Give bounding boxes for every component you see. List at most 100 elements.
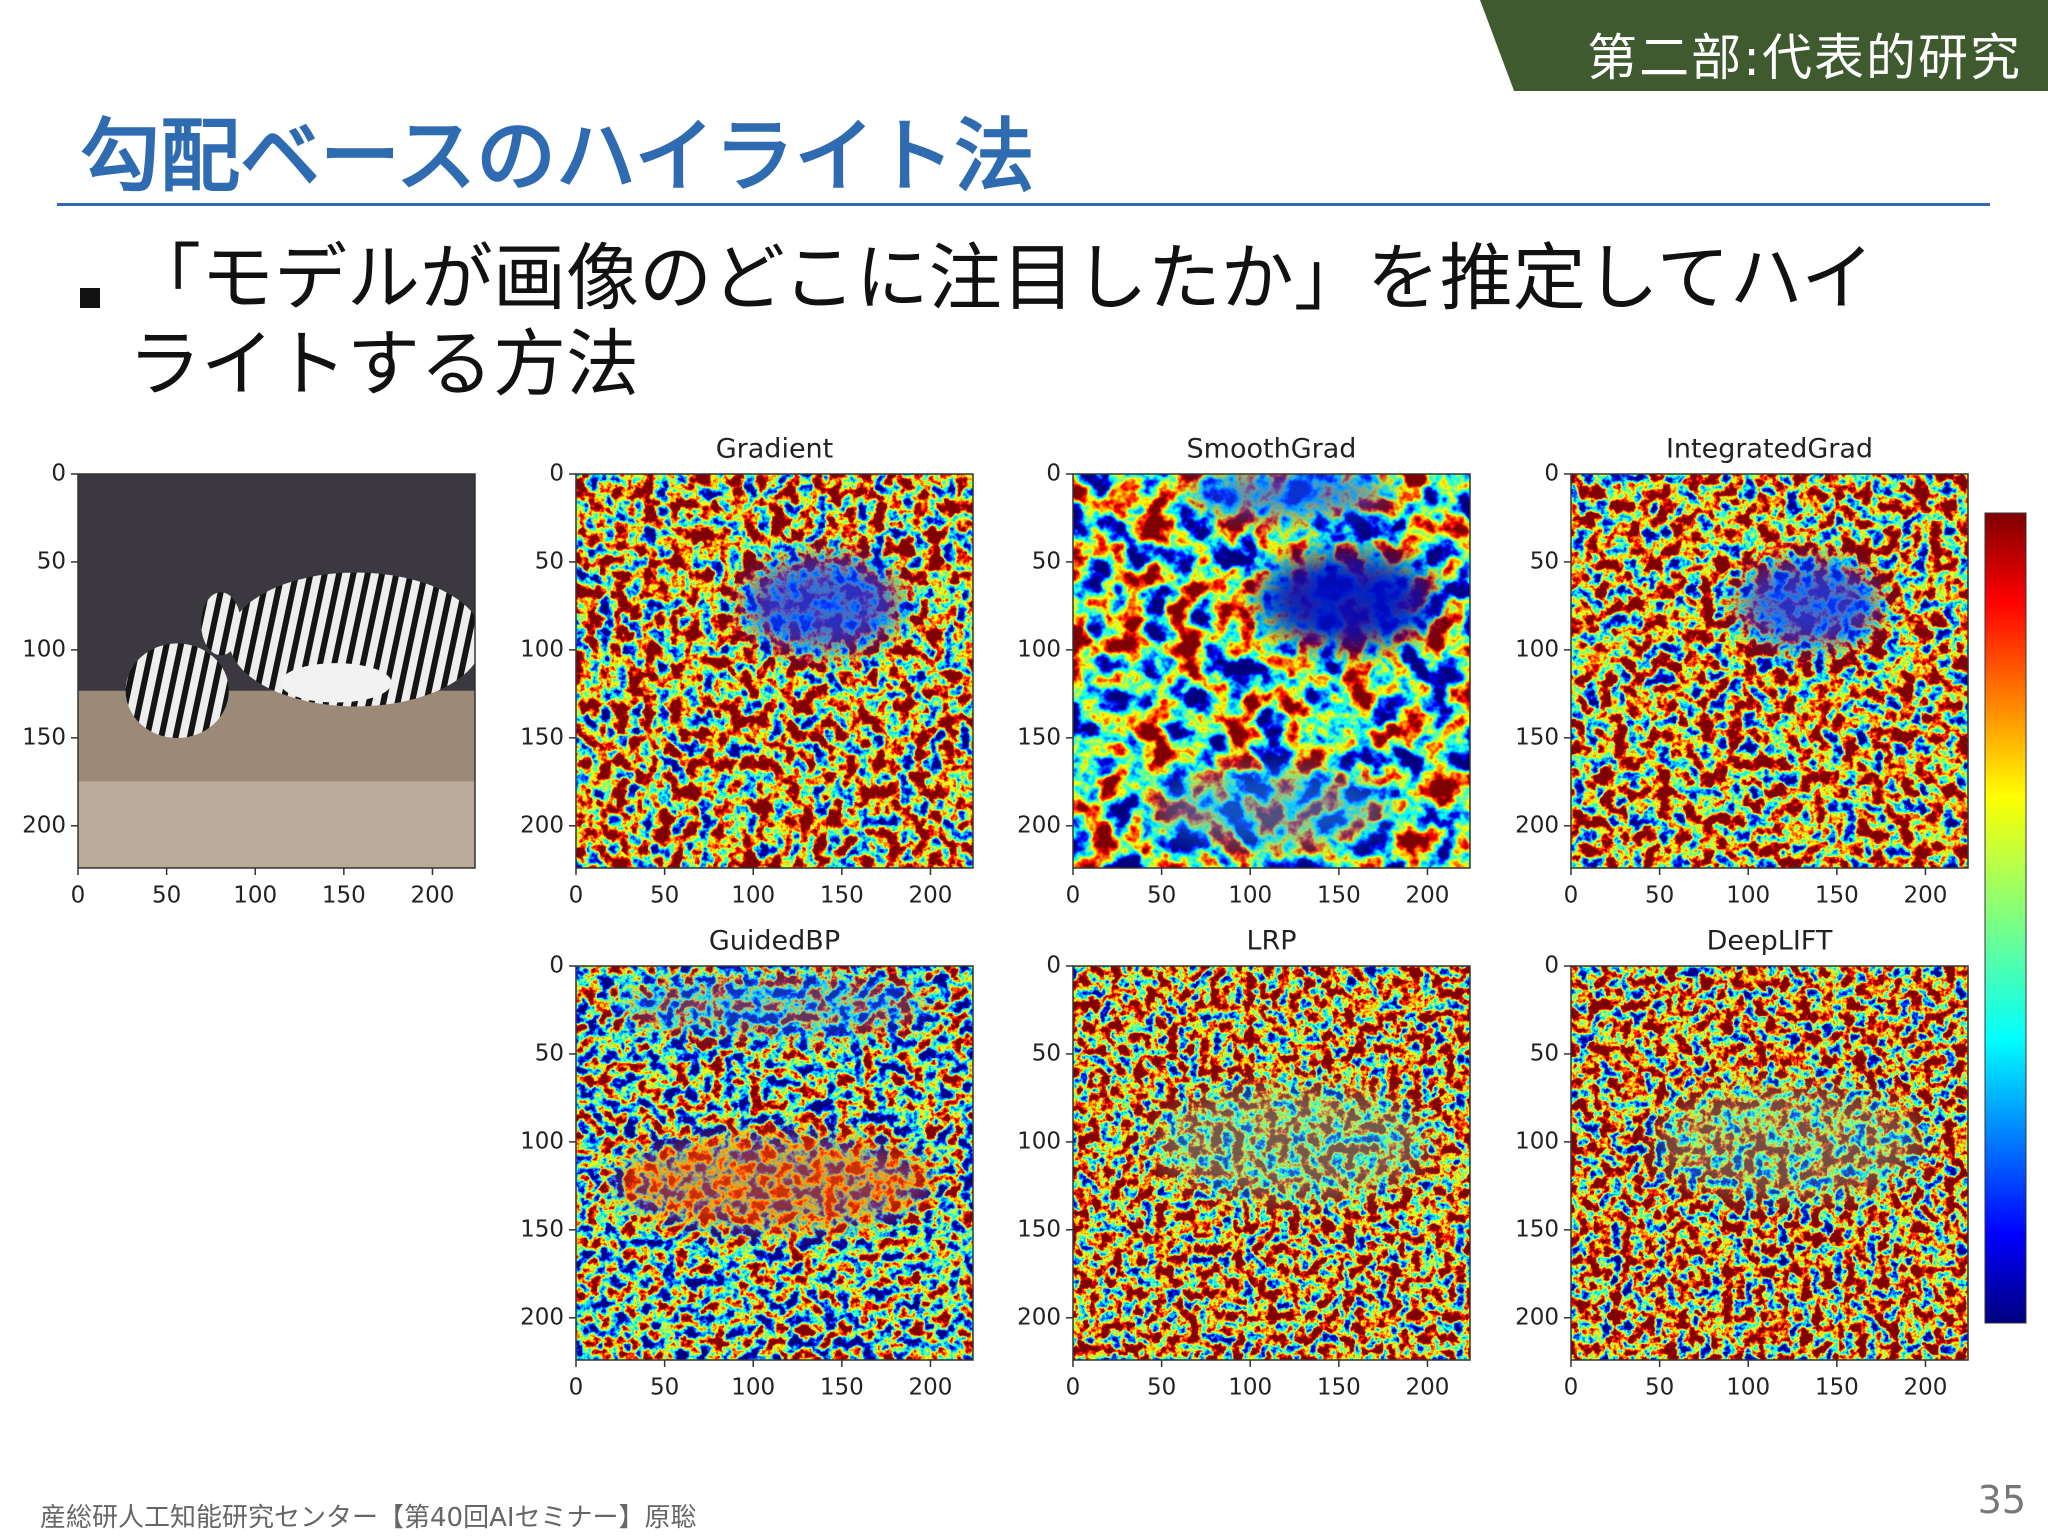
heatmap-region	[615, 1135, 934, 1230]
y-tick-label: 0	[549, 953, 564, 979]
x-tick-label: 50	[650, 1375, 679, 1401]
x-tick-label: 200	[1406, 1375, 1450, 1401]
foal	[125, 643, 229, 738]
heatmap	[576, 474, 973, 868]
y-tick-label: 150	[1515, 724, 1559, 750]
y-tick-label: 200	[520, 812, 564, 838]
heatmap-region	[1192, 474, 1391, 518]
title-rule	[57, 203, 1990, 206]
y-tick-label: 200	[1017, 1304, 1061, 1330]
x-tick-label: 0	[71, 883, 86, 909]
axes-frame	[1570, 473, 1969, 869]
y-tick-label: 200	[22, 812, 66, 838]
y-tick-label: 100	[1515, 636, 1559, 662]
y-tick-label: 200	[520, 1304, 564, 1330]
x-tick-label: 200	[411, 883, 455, 909]
x-tick-label: 150	[820, 1375, 864, 1401]
section-label: 第二部:代表的研究	[1587, 29, 2022, 87]
x-tick-label: 50	[1645, 1375, 1674, 1401]
y-tick-label: 150	[1017, 1216, 1061, 1242]
panel-title: IntegratedGrad	[1666, 434, 1873, 465]
grass-light	[78, 781, 475, 868]
y-tick-label: 0	[549, 461, 564, 487]
y-tick-label: 50	[1032, 548, 1061, 574]
x-tick-label: 200	[1904, 1375, 1948, 1401]
heatmap-region	[1152, 769, 1391, 849]
image-panel	[78, 474, 475, 868]
image-panel	[1073, 966, 1470, 1360]
heatmap-region	[1737, 560, 1881, 648]
x-tick-label: 100	[1228, 883, 1272, 909]
x-tick-label: 100	[1726, 883, 1770, 909]
x-tick-label: 0	[569, 883, 584, 909]
x-tick-label: 0	[569, 1375, 584, 1401]
y-tick-label: 50	[1032, 1040, 1061, 1066]
x-tick-label: 200	[909, 883, 953, 909]
heatmap-region	[1259, 552, 1435, 648]
y-tick-label: 200	[1017, 812, 1061, 838]
x-tick-label: 0	[1066, 883, 1081, 909]
image-panel	[1571, 474, 1968, 868]
colorbar	[1984, 512, 2027, 1324]
x-tick-label: 100	[731, 1375, 775, 1401]
y-tick-label: 150	[520, 724, 564, 750]
y-tick-label: 100	[1017, 1128, 1061, 1154]
x-tick-label: 50	[1147, 1375, 1176, 1401]
image-panel	[576, 474, 973, 868]
image-panel	[1073, 474, 1470, 868]
zebra-belly	[280, 663, 392, 703]
y-tick-label: 50	[1530, 548, 1559, 574]
y-tick-label: 100	[520, 636, 564, 662]
x-tick-label: 100	[731, 883, 775, 909]
y-tick-label: 150	[1515, 1216, 1559, 1242]
heatmap-region	[1152, 1084, 1431, 1203]
y-tick-label: 50	[535, 1040, 564, 1066]
heatmap-region	[1650, 1084, 1929, 1203]
y-tick-label: 0	[1046, 461, 1061, 487]
image-panel	[576, 966, 973, 1360]
bullet-marker	[80, 288, 100, 308]
y-tick-label: 150	[1017, 724, 1061, 750]
y-tick-label: 100	[1515, 1128, 1559, 1154]
heatmap-region	[615, 973, 934, 1037]
axes-frame	[1570, 965, 1969, 1361]
y-tick-label: 0	[1046, 953, 1061, 979]
panel-title: SmoothGrad	[1187, 434, 1357, 465]
page-number: 35	[1977, 1478, 2026, 1522]
axes-frame	[1072, 473, 1471, 869]
y-tick-label: 50	[535, 548, 564, 574]
y-tick-label: 50	[37, 548, 66, 574]
x-tick-label: 150	[1317, 1375, 1361, 1401]
axes-frame	[575, 965, 974, 1361]
panel-title: DeepLIFT	[1707, 926, 1833, 957]
x-tick-label: 150	[820, 883, 864, 909]
slide-title: 勾配ベースのハイライト法	[80, 110, 1035, 203]
image-panel	[1571, 966, 1968, 1360]
x-tick-label: 50	[650, 883, 679, 909]
x-tick-label: 150	[1317, 883, 1361, 909]
x-tick-label: 100	[1726, 1375, 1770, 1401]
x-tick-label: 150	[322, 883, 366, 909]
heatmap	[1571, 474, 1968, 868]
x-tick-label: 0	[1066, 1375, 1081, 1401]
y-tick-label: 50	[1530, 1040, 1559, 1066]
x-tick-label: 100	[1228, 1375, 1272, 1401]
x-tick-label: 0	[1564, 883, 1579, 909]
y-tick-label: 0	[51, 461, 66, 487]
y-tick-label: 150	[22, 724, 66, 750]
y-tick-label: 150	[520, 1216, 564, 1242]
y-tick-label: 100	[22, 636, 66, 662]
axes-frame	[77, 473, 476, 869]
foal-head	[201, 592, 241, 656]
x-tick-label: 0	[1564, 1375, 1579, 1401]
axes-frame	[575, 473, 974, 869]
panel-title: GuidedBP	[709, 926, 840, 957]
section-tag: 第二部:代表的研究	[1480, 0, 2048, 91]
footer-credit: 産総研人工知能研究センター【第40回AIセミナー】原聡	[40, 1503, 697, 1533]
x-tick-label: 200	[909, 1375, 953, 1401]
y-tick-label: 0	[1544, 461, 1559, 487]
panel-title: Gradient	[716, 434, 834, 465]
y-tick-label: 100	[520, 1128, 564, 1154]
